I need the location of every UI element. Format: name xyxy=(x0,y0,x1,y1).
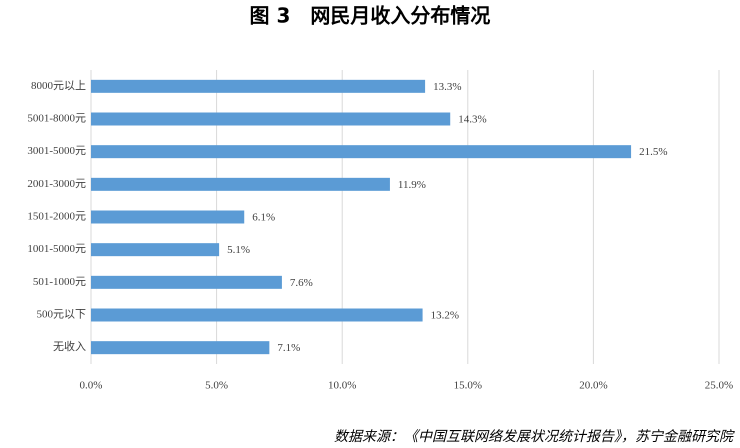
bar xyxy=(91,243,220,257)
y-tick-label: 1501-2000元 xyxy=(27,211,86,223)
bar xyxy=(91,341,270,355)
y-tick-label: 无收入 xyxy=(53,339,86,353)
bar xyxy=(91,275,282,289)
x-tick-label: 10.0% xyxy=(328,380,356,392)
x-tick-label: 5.0% xyxy=(205,380,228,392)
x-tick-label: 25.0% xyxy=(705,380,733,392)
y-tick-label: 2001-3000元 xyxy=(27,178,86,190)
data-label: 13.2% xyxy=(431,310,459,322)
x-tick-label: 15.0% xyxy=(454,380,482,392)
bar xyxy=(91,112,451,126)
y-tick-label: 501-1000元 xyxy=(33,276,86,288)
x-tick-label: 20.0% xyxy=(579,380,607,392)
data-label: 7.1% xyxy=(277,342,300,354)
bar xyxy=(91,145,632,159)
x-tick-label: 0.0% xyxy=(80,380,103,392)
bar xyxy=(91,79,426,93)
chart-title: 图 3 网民月收入分布情况 xyxy=(250,4,491,28)
bar xyxy=(91,210,245,224)
bar xyxy=(91,308,423,322)
y-tick-label: 8000元以上 xyxy=(31,79,86,92)
data-label: 6.1% xyxy=(252,212,275,224)
bar xyxy=(91,177,390,191)
data-label: 11.9% xyxy=(398,179,426,191)
data-label: 14.3% xyxy=(458,114,486,126)
source-note: 数据来源：《中国互联网络发展状况统计报告》，苏宁金融研究院 xyxy=(334,429,735,445)
data-label: 13.3% xyxy=(433,81,461,93)
data-label: 21.5% xyxy=(639,146,667,158)
y-tick-label: 500元以下 xyxy=(37,309,87,321)
y-tick-label: 5001-8000元 xyxy=(27,113,86,125)
data-label: 5.1% xyxy=(227,244,250,256)
y-tick-label: 1001-5000元 xyxy=(27,243,86,255)
y-tick-label: 3001-5000元 xyxy=(27,145,86,157)
data-label: 7.6% xyxy=(290,277,313,289)
